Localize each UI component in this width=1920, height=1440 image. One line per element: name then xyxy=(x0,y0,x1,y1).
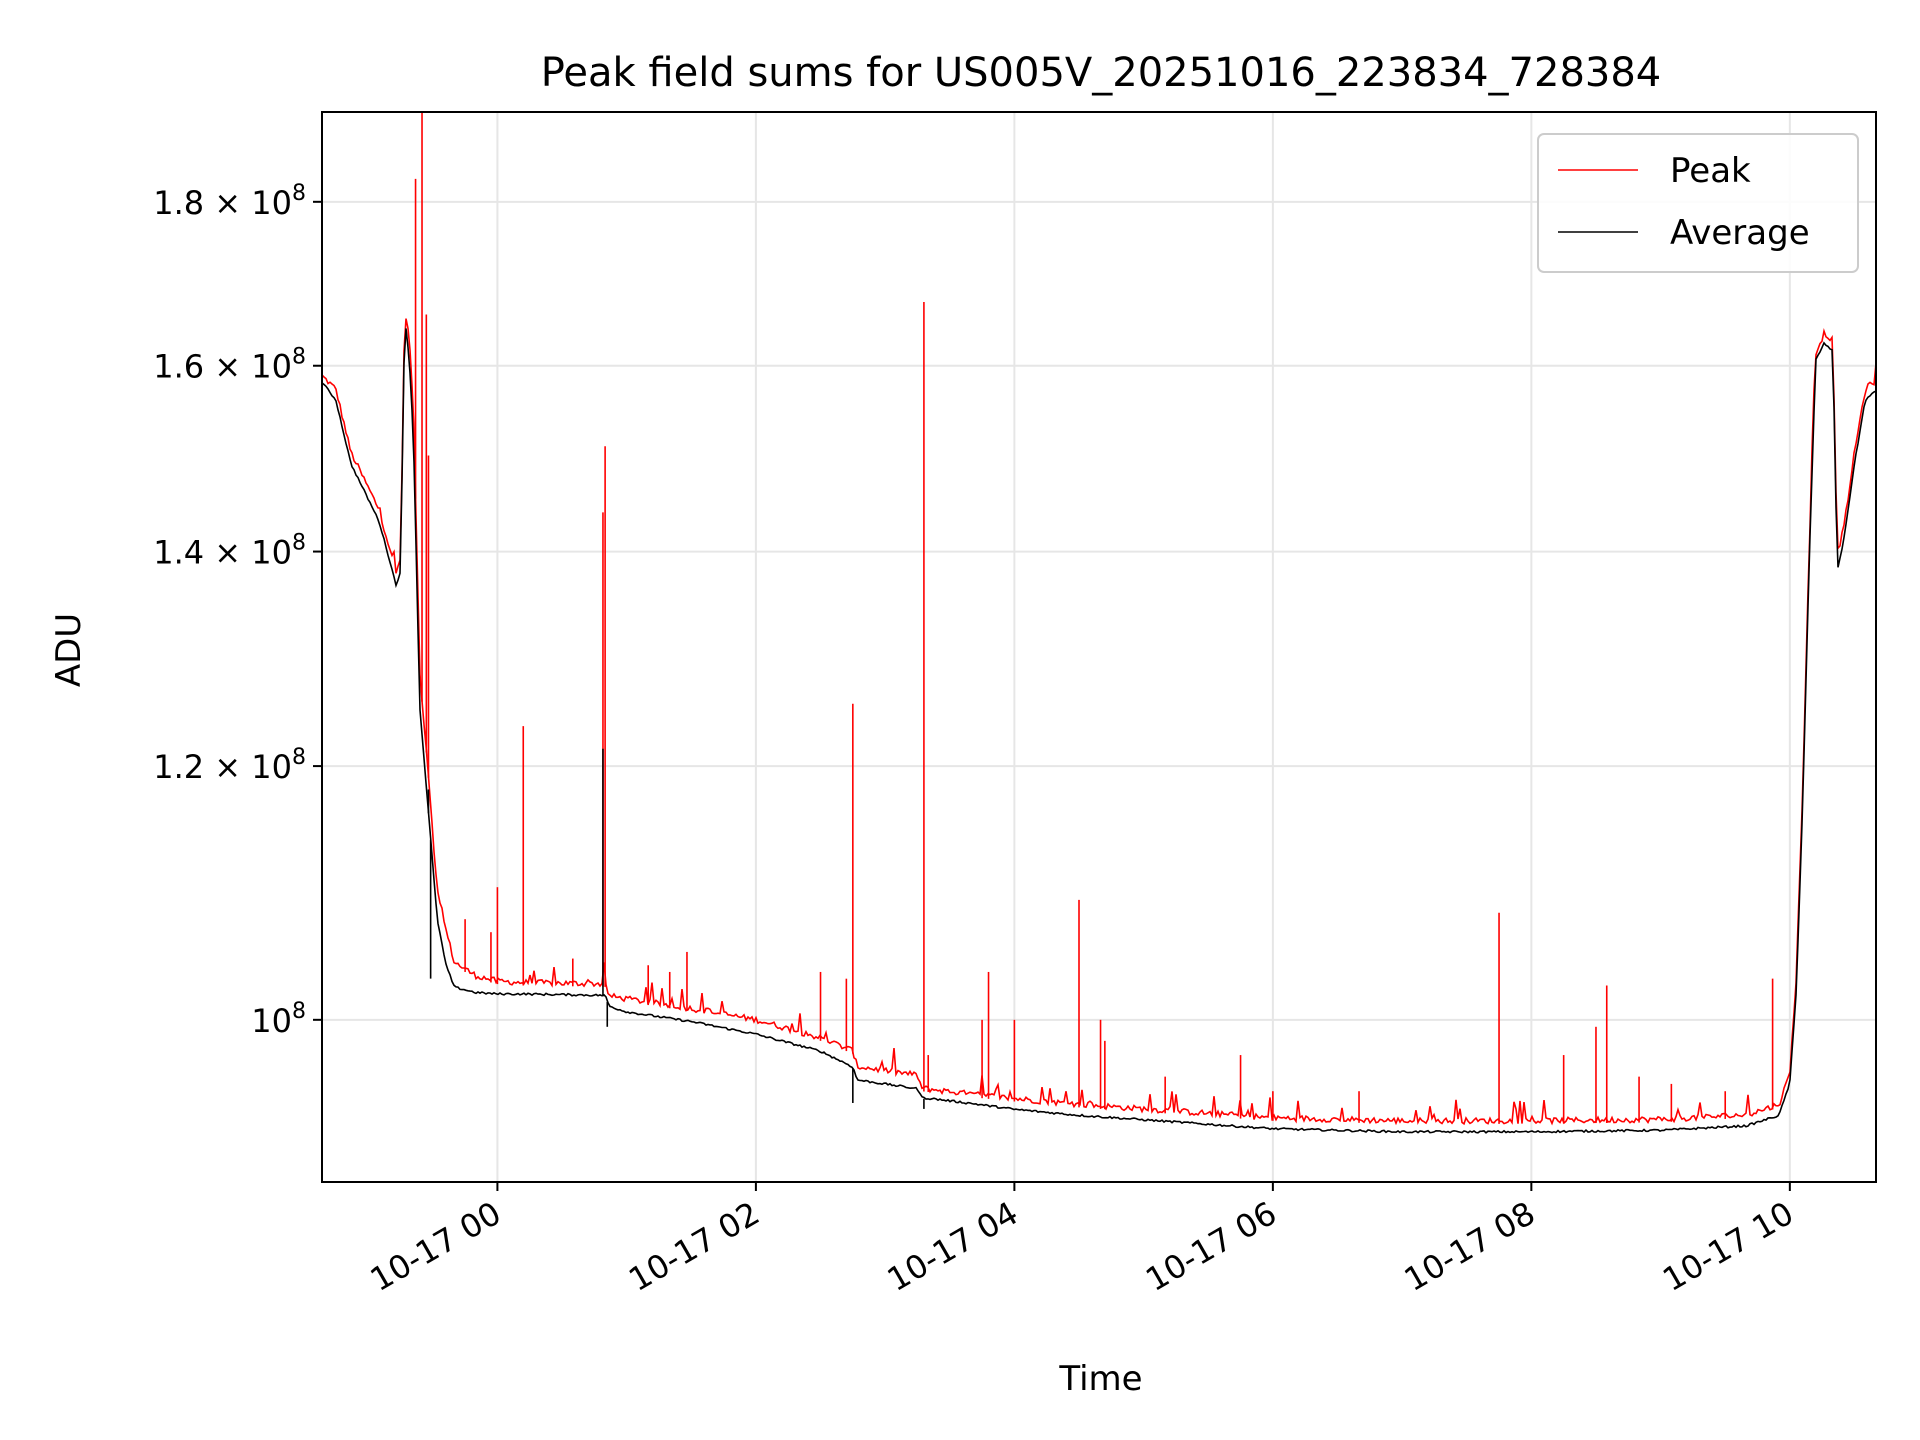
series-line-average xyxy=(322,328,1876,1134)
legend: Peak Average xyxy=(1537,133,1859,273)
x-axis-label: Time xyxy=(1058,1359,1142,1399)
axes-frame xyxy=(321,111,1877,1183)
y-tick-label: 1.8 × 108 xyxy=(153,181,306,222)
y-tick-label: 1.4 × 108 xyxy=(153,531,306,572)
series-line-peak xyxy=(322,318,1876,1126)
y-axis-label: ADU xyxy=(49,613,89,687)
y-tick-label: 108 xyxy=(251,999,306,1040)
y-axis-ticks: 108 1.2 × 108 1.4 × 108 1.6 × 108 1.8 × 108 xyxy=(153,181,322,1040)
y-tick-label: 1.2 × 108 xyxy=(153,745,306,786)
legend-label-peak: Peak xyxy=(1670,151,1751,191)
legend-label-average: Average xyxy=(1670,213,1810,253)
y-tick-label: 1.6 × 108 xyxy=(153,345,306,386)
legend-box xyxy=(1537,133,1859,273)
chart-title: Peak field sums for US005V_20251016_2238… xyxy=(541,50,1662,96)
series-layer xyxy=(322,112,1876,1134)
